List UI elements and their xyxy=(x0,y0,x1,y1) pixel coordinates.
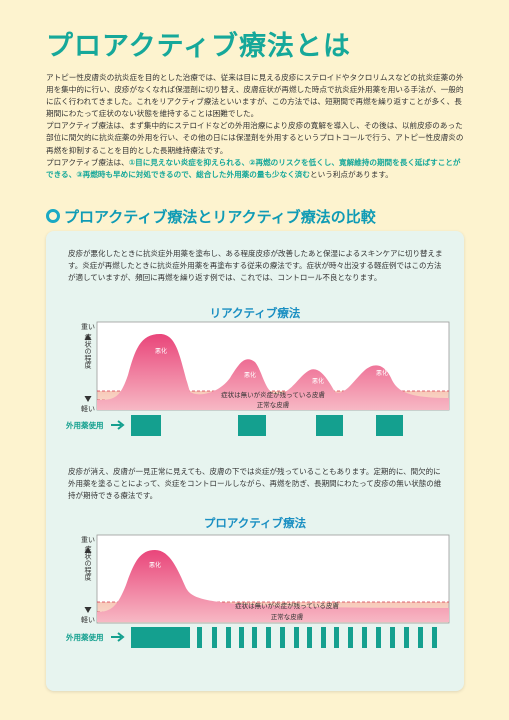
proactive-usage-bar-intermittent xyxy=(432,627,437,648)
intro-paragraph-1: アトピー性皮膚炎の抗炎症を目的とした治療では、従来は目に見える皮疹にステロイドや… xyxy=(46,73,464,119)
reactive-chart-title: リアクティブ療法 xyxy=(209,306,301,320)
proactive-intermittent-bars xyxy=(197,627,437,648)
proactive-down-arrow-icon xyxy=(84,607,92,613)
proactive-usage-bar-intermittent xyxy=(252,627,257,648)
proactive-usage-arrow-icon xyxy=(111,632,125,642)
reactive-usage-label: 外用薬使用 xyxy=(66,420,104,430)
proactive-usage-label: 外用薬使用 xyxy=(66,632,104,642)
page-title: プロアクティブ療法とは xyxy=(46,31,352,62)
reactive-flare-label-1: 悪化 xyxy=(155,347,167,355)
proactive-usage-bar-intermittent xyxy=(307,627,312,648)
proactive-chart-title: プロアクティブ療法 xyxy=(203,516,307,530)
proactive-residual-label: 症状は無いが炎症が残っている皮膚 xyxy=(235,601,339,610)
reactive-usage-bar-4 xyxy=(376,415,403,436)
reactive-usage-bar-3 xyxy=(316,415,343,436)
proactive-diagram: 重い 症状の程度 軽い 悪化 症状は無いが炎症が残っている皮膚 正常な皮膚 外用… xyxy=(66,534,450,648)
proactive-usage-bar-intermittent xyxy=(266,627,271,648)
proactive-usage-bar-intermittent xyxy=(197,627,202,648)
reactive-description: 皮疹が悪化したときに抗炎症外用薬を塗布し、ある程度皮疹が改善したあと保湿によるス… xyxy=(68,249,443,283)
reactive-flare-label-2: 悪化 xyxy=(244,371,256,379)
proactive-usage-bar-intermittent xyxy=(294,627,299,648)
reactive-usage-bar-2 xyxy=(238,415,266,436)
reactive-down-arrow-icon xyxy=(84,396,92,402)
proactive-description: 皮疹が消え、皮膚が一見正常に見えても、皮膚の下では炎症が残っていることもあります… xyxy=(68,467,442,501)
reactive-residual-label: 症状は無いが炎症が残っている皮膚 xyxy=(221,390,325,399)
proactive-usage-bar-intermittent xyxy=(212,627,217,648)
proactive-usage-bar-intermittent xyxy=(239,627,244,648)
section-header: プロアクティブ療法とリアクティブ療法の比較 xyxy=(46,206,376,226)
reactive-flare-label-3: 悪化 xyxy=(312,377,324,385)
proactive-usage-bar-intermittent xyxy=(404,627,409,648)
proactive-up-arrow-icon xyxy=(84,547,92,553)
reactive-up-arrow-icon xyxy=(84,334,92,340)
proactive-flare-label: 悪化 xyxy=(149,561,161,569)
reactive-flare-label-4: 悪化 xyxy=(376,369,388,377)
reactive-axis-high: 重い xyxy=(81,323,95,331)
proactive-usage-bar-intermittent xyxy=(390,627,395,648)
proactive-axis-high: 重い xyxy=(81,536,95,544)
intro-paragraph-2: プロアクティブ療法は、まず集中的にステロイドなどの外用治療により皮疹の寛解を導入… xyxy=(46,121,464,155)
proactive-normal-label: 正常な皮膚 xyxy=(271,612,304,621)
proactive-usage-bar-intermittent xyxy=(376,627,381,648)
intro-text: アトピー性皮膚炎の抗炎症を目的とした治療では、従来は目に見える皮疹にステロイドや… xyxy=(46,72,466,181)
intro-paragraph-3-post: という利点があります。 xyxy=(310,169,393,179)
proactive-usage-bar-intermittent xyxy=(348,627,353,648)
intro-paragraph-3: プロアクティブ療法は、①目に見えない炎症を抑えられる、②再燃のリスクを低くし、寛… xyxy=(46,157,466,181)
ring-bullet-icon xyxy=(46,209,60,223)
reactive-usage-arrow-icon xyxy=(111,420,125,430)
proactive-usage-bar-intermittent xyxy=(362,627,367,648)
reactive-diagram: 重い 症状の程度 軽い 悪化 悪化 悪化 悪化 症状は無いが炎症が残っている皮膚… xyxy=(66,321,450,436)
proactive-usage-bar-intermittent xyxy=(334,627,339,648)
section-title: プロアクティブ療法とリアクティブ療法の比較 xyxy=(64,207,376,226)
proactive-usage-bar-intermittent xyxy=(280,627,285,648)
intro-benefits-highlight: ①目に見えない炎症を抑えられる、②再燃のリスクを低くし、寛解維持の期間を長く延ば… xyxy=(46,157,461,179)
reactive-usage-bar-1 xyxy=(131,415,161,436)
intro-paragraph-3-pre: プロアクティブ療法は、 xyxy=(46,157,129,167)
proactive-symptom-curve xyxy=(97,550,449,622)
proactive-usage-bar-intermittent xyxy=(321,627,326,648)
reactive-symptom-curve xyxy=(97,334,449,410)
reactive-normal-label: 正常な皮膚 xyxy=(257,400,290,409)
proactive-axis-severity: 症状の程度 xyxy=(84,545,92,582)
reactive-axis-low: 軽い xyxy=(81,404,95,413)
proactive-usage-bar-intensive xyxy=(131,627,190,648)
proactive-usage-bar-intermittent xyxy=(418,627,423,648)
reactive-axis-severity: 症状の程度 xyxy=(84,333,92,370)
proactive-usage-bar-intermittent xyxy=(226,627,231,648)
proactive-axis-low: 軽い xyxy=(81,615,95,624)
